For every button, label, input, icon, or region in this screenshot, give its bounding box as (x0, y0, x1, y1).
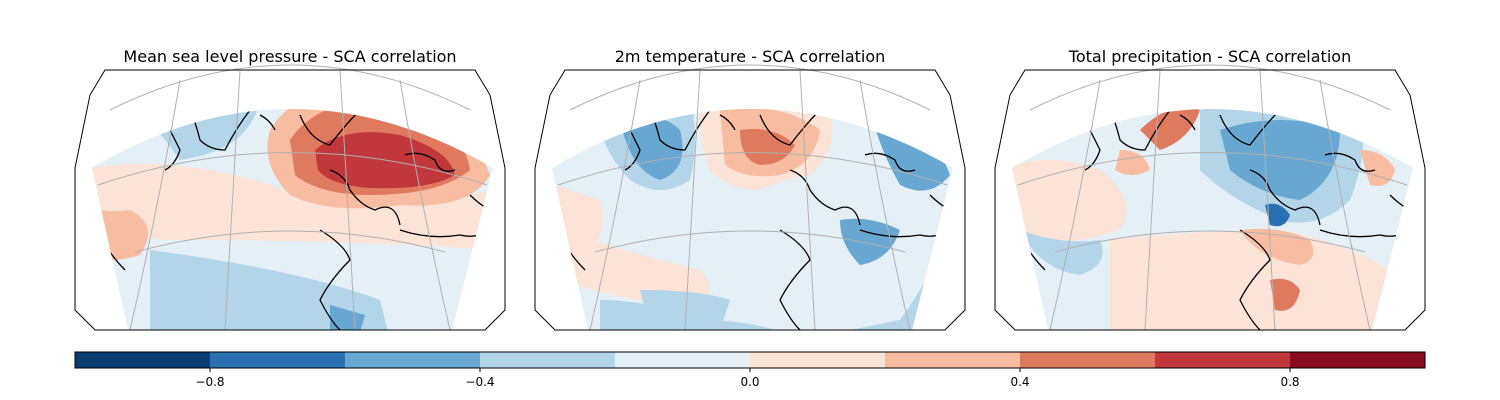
map-boundary (74, 69, 506, 331)
map-panel-mslp: Mean sea level pressure - SCA correlatio… (74, 47, 506, 331)
correlation-field (1012, 109, 1413, 330)
panel-title: Mean sea level pressure - SCA correlatio… (123, 47, 456, 66)
colorbar-segment (1155, 352, 1290, 368)
panel-title: Total precipitation - SCA correlation (1068, 47, 1351, 66)
colorbar-tick-label: 0.4 (1010, 375, 1029, 389)
graticule (1017, 64, 1408, 331)
colorbar-segment (1020, 352, 1155, 368)
colorbar-segment (480, 352, 615, 368)
map-panel-t2m: 2m temperature - SCA correlation (534, 47, 966, 331)
correlation-field (92, 109, 493, 330)
colorbar-segment (210, 352, 345, 368)
map-boundary (994, 69, 1426, 331)
colorbar-segment (1290, 352, 1425, 368)
panel-title: 2m temperature - SCA correlation (615, 47, 886, 66)
colorbar-segment (345, 352, 480, 368)
graticule (97, 64, 488, 331)
map-panel-tp: Total precipitation - SCA correlation (994, 47, 1426, 331)
colorbar-segment (615, 352, 750, 368)
colorbar-segment (885, 352, 1020, 368)
map-boundary (534, 69, 966, 331)
colorbar-segment (750, 352, 885, 368)
colorbar-segment (75, 352, 210, 368)
colorbar-segments (75, 352, 1425, 368)
colorbar-tick-label: 0.0 (740, 375, 759, 389)
correlation-field (552, 109, 953, 330)
colorbar-tick-label: 0.8 (1280, 375, 1299, 389)
colorbar-tick-label: −0.8 (195, 375, 224, 389)
graticule (557, 64, 948, 331)
colorbar-ticks: −0.8 −0.4 0.0 0.4 0.8 (195, 368, 1300, 389)
colorbar: −0.8 −0.4 0.0 0.4 0.8 (74, 351, 1426, 389)
colorbar-tick-label: −0.4 (465, 375, 494, 389)
